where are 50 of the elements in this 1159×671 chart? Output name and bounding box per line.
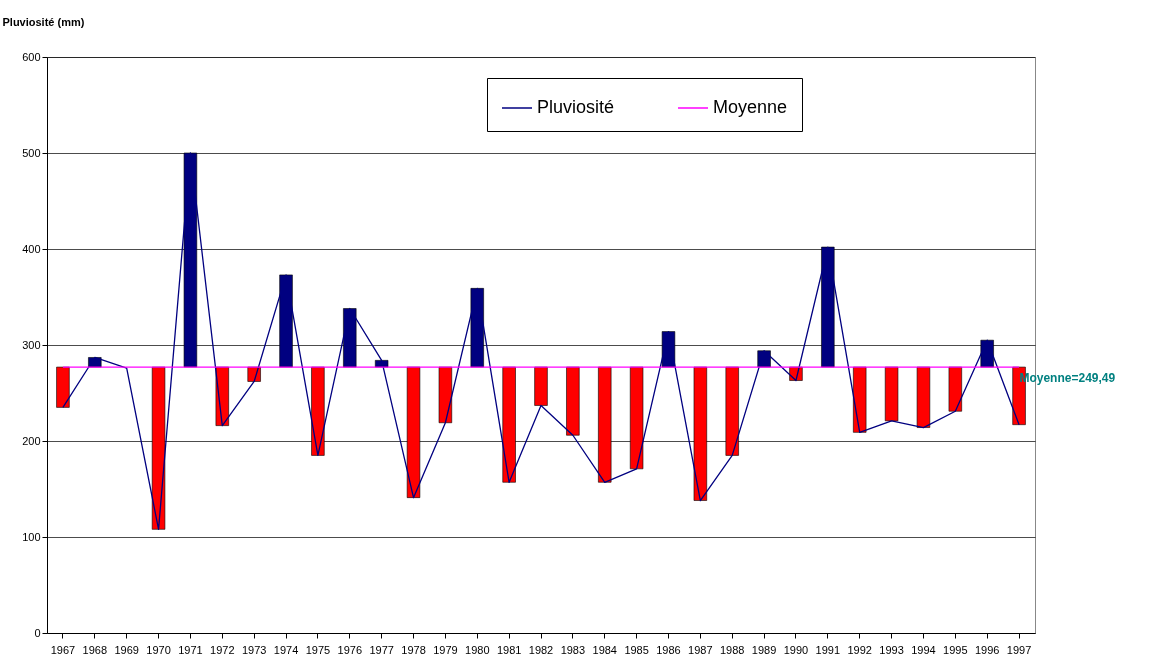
x-tick-label: 1971 [178, 643, 203, 656]
x-tick-label: 1990 [783, 643, 809, 656]
y-tick-label: 400 [22, 242, 41, 255]
x-tick-label: 1973 [241, 643, 267, 656]
x-tick-label: 1994 [911, 643, 936, 656]
x-tick-label: 1979 [433, 643, 458, 656]
bar [56, 366, 70, 408]
x-tick-label: 1977 [369, 643, 394, 656]
x-tick-label: 1983 [560, 643, 586, 656]
y-tick-label: 100 [22, 530, 41, 543]
x-tick-label: 1996 [974, 643, 1000, 656]
y-tick-label: 0 [34, 626, 41, 639]
x-tick-label: 1975 [305, 643, 331, 656]
bar [884, 366, 899, 422]
bar [438, 366, 453, 424]
x-tick-label: 1982 [528, 643, 554, 656]
bar [566, 366, 580, 436]
bar [916, 366, 931, 428]
x-tick-label: 1978 [401, 643, 426, 656]
x-tick-label: 1992 [847, 643, 872, 656]
y-tick-label: 200 [22, 434, 41, 447]
x-tick-label: 1972 [210, 643, 235, 656]
x-tick-label: 1997 [1006, 643, 1032, 656]
line-series [62, 152, 1020, 530]
x-tick-label: 1989 [751, 643, 777, 656]
x-tick-label: 1984 [592, 643, 617, 656]
x-tick-label: 1967 [50, 643, 76, 656]
y-tick-label: 500 [22, 146, 41, 159]
y-axis-title: Pluviosité (mm) [2, 15, 85, 28]
x-tick-label: 1969 [114, 643, 139, 656]
x-tick-label: 1995 [943, 643, 968, 656]
legend-label: Pluviosité [537, 97, 615, 117]
y-tick-label: 600 [22, 50, 41, 63]
x-tick-label: 1991 [815, 643, 841, 656]
x-tick-label: 1988 [719, 643, 745, 656]
x-tick-label: 1986 [656, 643, 681, 656]
bar [534, 366, 548, 406]
x-tick-label: 1985 [624, 643, 649, 656]
y-tick-label: 300 [22, 338, 41, 351]
x-tick-label: 1987 [688, 643, 713, 656]
x-tick-label: 1993 [879, 643, 904, 656]
x-tick-label: 1968 [82, 643, 108, 656]
x-tick-label: 1981 [496, 643, 522, 656]
x-tick-label: 1976 [337, 643, 363, 656]
x-tick-label: 1974 [273, 643, 299, 656]
bar [853, 366, 867, 433]
bar [948, 366, 962, 412]
x-tick-label: 1970 [146, 643, 171, 656]
legend-label: Moyenne [713, 97, 788, 117]
x-tick-label: 1980 [465, 643, 490, 656]
